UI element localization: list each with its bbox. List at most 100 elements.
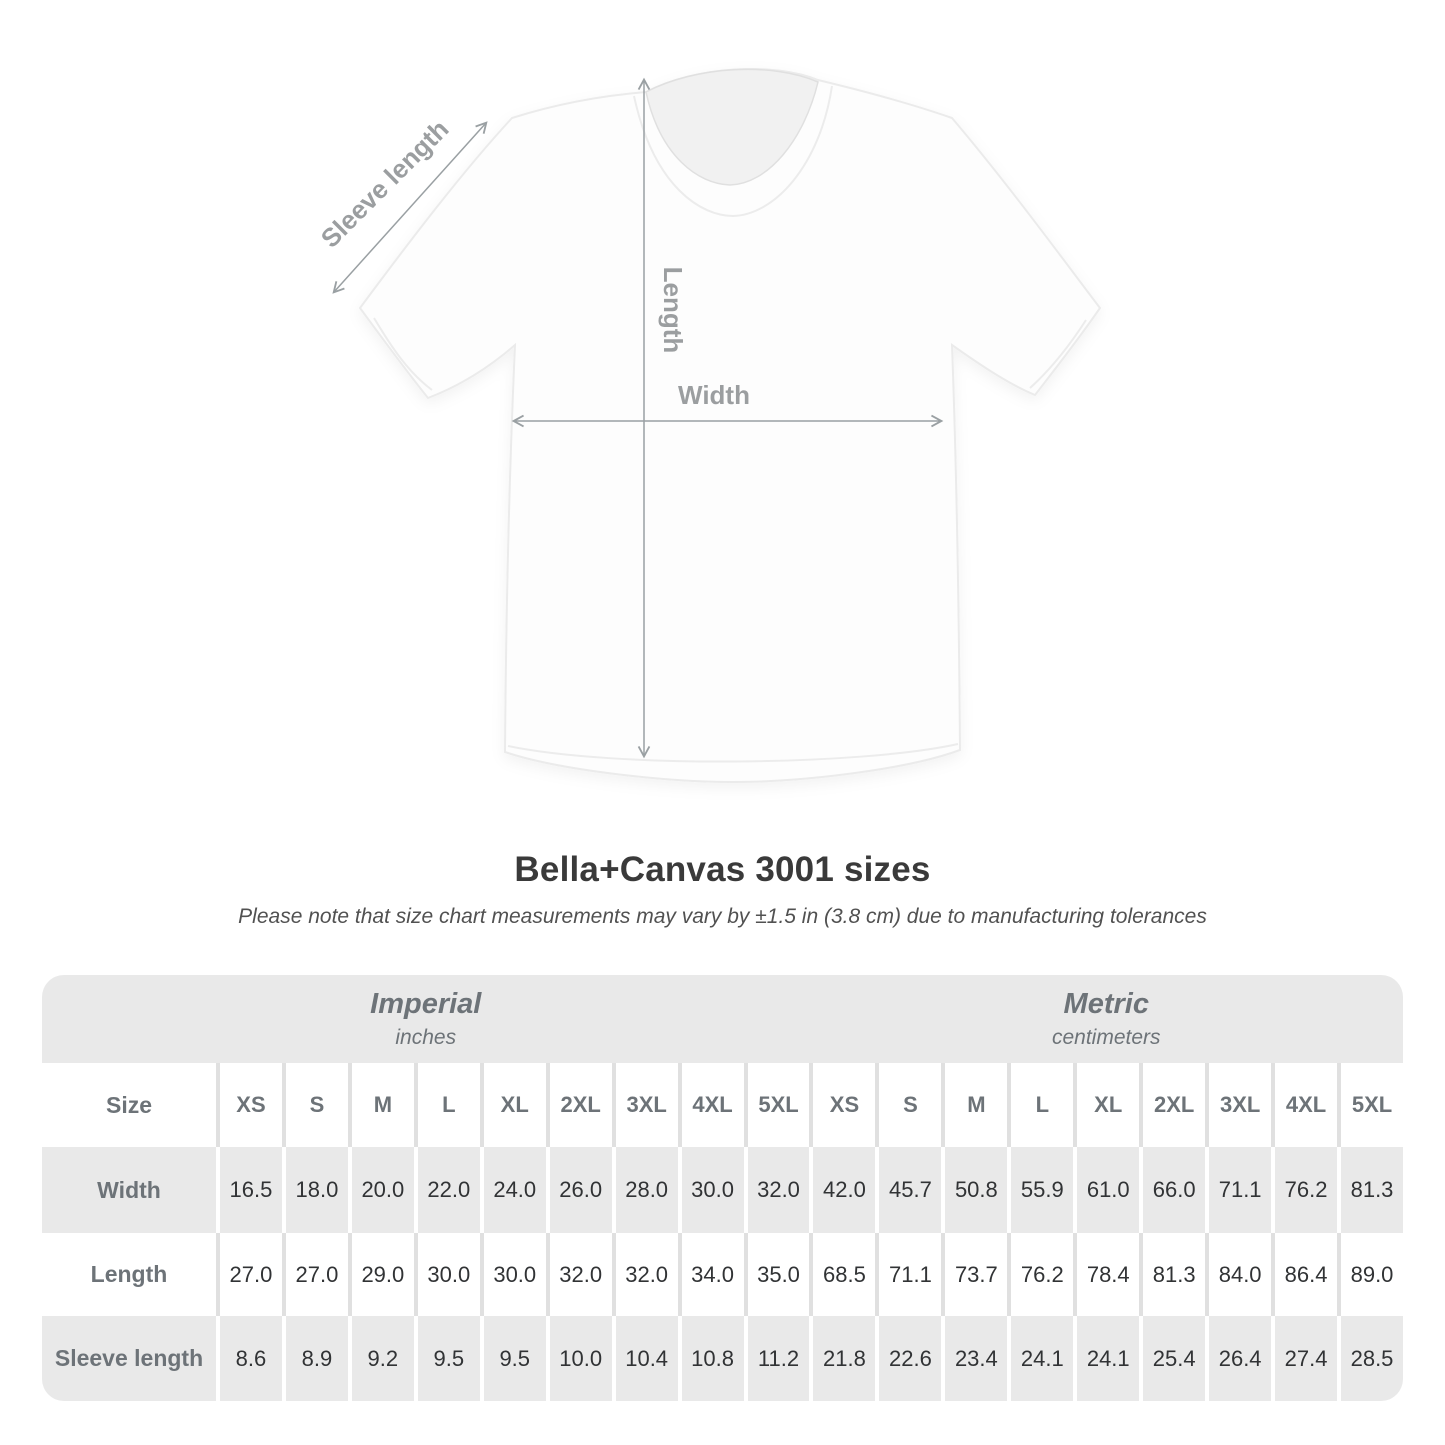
- value-cell: 28.0: [611, 1147, 678, 1233]
- size-header: L: [1007, 1063, 1073, 1147]
- value-cell: 68.5: [809, 1233, 875, 1316]
- value-cell: 50.8: [941, 1147, 1007, 1233]
- tshirt-illustration: [358, 67, 1102, 784]
- value-cell: 18.0: [281, 1147, 348, 1233]
- value-cell: 73.7: [941, 1233, 1007, 1316]
- tshirt-collar-seam: [633, 85, 833, 218]
- metric-title: Metric: [1063, 988, 1149, 1020]
- value-cell: 9.2: [347, 1316, 414, 1401]
- size-table: Imperial inches Metric centimeters Size …: [42, 975, 1403, 1401]
- size-header: XL: [479, 1063, 546, 1147]
- value-cell: 29.0: [347, 1233, 414, 1316]
- table-row-width: Width 16.5 18.0 20.0 22.0 24.0 26.0 28.0…: [42, 1147, 1403, 1233]
- page-title: Bella+Canvas 3001 sizes: [514, 850, 931, 889]
- table-row-sleeve-length: Sleeve length 8.6 8.9 9.2 9.5 9.5 10.0 1…: [42, 1316, 1403, 1401]
- value-cell: 78.4: [1073, 1233, 1139, 1316]
- size-header: 3XL: [611, 1063, 678, 1147]
- value-cell: 24.0: [479, 1147, 546, 1233]
- imperial-title: Imperial: [370, 988, 482, 1020]
- size-header: L: [413, 1063, 480, 1147]
- value-cell: 81.3: [1139, 1233, 1205, 1316]
- value-cell: 16.5: [216, 1147, 282, 1233]
- value-cell: 42.0: [809, 1147, 875, 1233]
- tshirt-hem-seam: [507, 743, 959, 763]
- size-header: M: [347, 1063, 414, 1147]
- value-cell: 35.0: [743, 1233, 810, 1316]
- size-header: XS: [809, 1063, 875, 1147]
- row-label: Width: [97, 1176, 161, 1203]
- unit-header-row: Imperial inches Metric centimeters: [42, 975, 1403, 1063]
- size-header: S: [875, 1063, 941, 1147]
- value-cell: 30.0: [413, 1233, 480, 1316]
- width-label: Width: [678, 380, 750, 410]
- value-cell: 32.0: [611, 1233, 678, 1316]
- value-cell: 8.6: [216, 1316, 282, 1401]
- imperial-subtitle: inches: [395, 1026, 457, 1049]
- value-cell: 34.0: [677, 1233, 744, 1316]
- value-cell: 86.4: [1271, 1233, 1337, 1316]
- metric-subtitle: centimeters: [1051, 1026, 1161, 1049]
- measurement-arrows: [332, 77, 944, 759]
- tolerance-note: Please note that size chart measurements…: [238, 905, 1207, 928]
- size-header: XS: [216, 1063, 282, 1147]
- value-cell: 27.0: [281, 1233, 348, 1316]
- value-cell: 26.4: [1205, 1316, 1271, 1401]
- value-cell: 10.8: [677, 1316, 744, 1401]
- value-cell: 10.4: [611, 1316, 678, 1401]
- value-cell: 8.9: [281, 1316, 348, 1401]
- value-cell: 27.0: [216, 1233, 282, 1316]
- size-column-header: Size: [105, 1091, 153, 1118]
- sleeve-length-arrow: [332, 121, 488, 294]
- value-cell: 55.9: [1007, 1147, 1073, 1233]
- value-cell: 71.1: [875, 1233, 941, 1316]
- size-header: 4XL: [677, 1063, 744, 1147]
- value-cell: 89.0: [1337, 1233, 1403, 1316]
- value-cell: 23.4: [941, 1316, 1007, 1401]
- size-header: 3XL: [1205, 1063, 1271, 1147]
- row-label: Length: [90, 1261, 168, 1287]
- heading-block: Bella+Canvas 3001 sizes Please note that…: [0, 850, 1445, 929]
- value-cell: 21.8: [809, 1316, 875, 1401]
- imperial-header: Imperial inches: [42, 975, 810, 1063]
- value-cell: 32.0: [743, 1147, 810, 1233]
- value-cell: 32.0: [545, 1233, 612, 1316]
- value-cell: 66.0: [1139, 1147, 1205, 1233]
- value-cell: 24.1: [1073, 1316, 1139, 1401]
- size-header: 2XL: [545, 1063, 612, 1147]
- value-cell: 30.0: [677, 1147, 744, 1233]
- tshirt-left-cuff-seam: [373, 317, 433, 391]
- size-header: S: [281, 1063, 348, 1147]
- size-header: 5XL: [1337, 1063, 1403, 1147]
- value-cell: 76.2: [1007, 1233, 1073, 1316]
- tshirt-collar: [645, 68, 819, 186]
- value-cell: 9.5: [413, 1316, 480, 1401]
- value-cell: 27.4: [1271, 1316, 1337, 1401]
- value-cell: 9.5: [479, 1316, 546, 1401]
- size-header: XL: [1073, 1063, 1139, 1147]
- value-cell: 71.1: [1205, 1147, 1271, 1233]
- value-cell: 61.0: [1073, 1147, 1139, 1233]
- size-header: 4XL: [1271, 1063, 1337, 1147]
- value-cell: 81.3: [1337, 1147, 1403, 1233]
- size-header: 5XL: [743, 1063, 810, 1147]
- value-cell: 26.0: [545, 1147, 612, 1233]
- value-cell: 25.4: [1139, 1316, 1205, 1401]
- table-row-length: Length 27.0 27.0 29.0 30.0 30.0 32.0 32.…: [42, 1233, 1403, 1316]
- size-header-row: Size XS S M L XL 2XL 3XL 4XL 5XL XS S M …: [42, 1063, 1403, 1147]
- tshirt-right-cuff-seam: [1029, 319, 1087, 389]
- row-label: Sleeve length: [54, 1345, 204, 1371]
- value-cell: 24.1: [1007, 1316, 1073, 1401]
- tshirt-diagram: Sleeve length Length Width: [315, 67, 1102, 784]
- value-cell: 20.0: [347, 1147, 414, 1233]
- value-cell: 22.0: [413, 1147, 480, 1233]
- value-cell: 10.0: [545, 1316, 612, 1401]
- length-label: Length: [658, 267, 688, 354]
- metric-header: Metric centimeters: [810, 975, 1404, 1063]
- value-cell: 76.2: [1271, 1147, 1337, 1233]
- value-cell: 45.7: [875, 1147, 941, 1233]
- value-cell: 30.0: [479, 1233, 546, 1316]
- value-cell: 11.2: [743, 1316, 810, 1401]
- value-cell: 22.6: [875, 1316, 941, 1401]
- value-cell: 84.0: [1205, 1233, 1271, 1316]
- value-cell: 28.5: [1337, 1316, 1403, 1401]
